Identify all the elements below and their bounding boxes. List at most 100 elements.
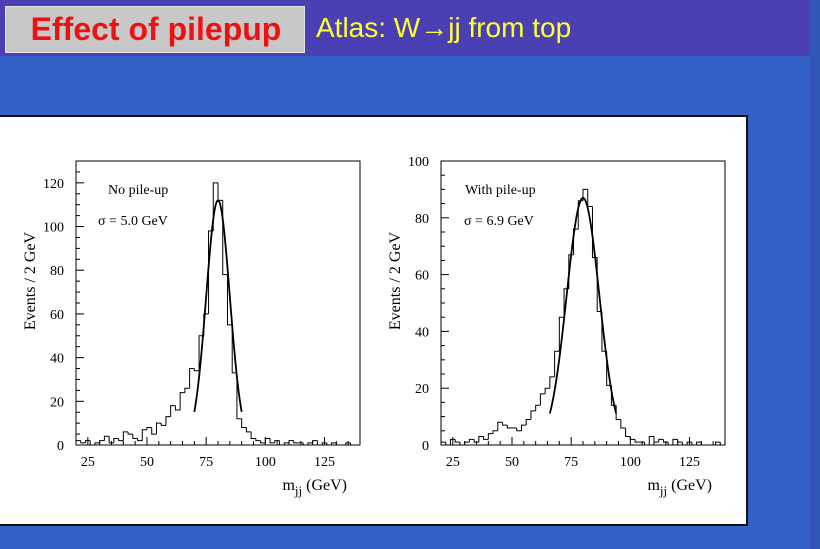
- histogram-bin: [108, 436, 114, 444]
- histogram-bin: [715, 441, 721, 445]
- histogram-bin: [473, 439, 479, 443]
- histogram-bin: [331, 442, 337, 445]
- histogram-bin: [103, 435, 110, 441]
- histogram-bin: [241, 418, 247, 429]
- histogram-bin: [288, 440, 294, 443]
- histogram-bin: [691, 442, 697, 446]
- x-axis-label: mjj (GeV): [282, 477, 347, 498]
- histogram-bin: [274, 440, 280, 443]
- histogram-bin: [307, 442, 313, 445]
- histogram-bin: [658, 438, 664, 443]
- y-tick-label: 60: [415, 269, 429, 284]
- histogram-bin: [516, 427, 522, 432]
- histogram-bin: [151, 427, 157, 435]
- y-tick-label: 60: [50, 308, 64, 323]
- histogram-bin: [255, 438, 261, 442]
- y-tick-label: 100: [43, 221, 64, 236]
- gaussian-fit-curve: [548, 196, 618, 414]
- annotation-label: No pile-up: [108, 183, 168, 198]
- histogram-bin: [615, 405, 621, 420]
- histogram-bin: [141, 429, 147, 441]
- histogram-bin: [217, 182, 223, 201]
- histogram-bin: [502, 422, 508, 426]
- slide-subtitle: Atlas: W→jj from top: [316, 12, 572, 43]
- histogram-bin: [672, 438, 678, 445]
- right-edge-strip: [810, 0, 820, 549]
- histogram-bin: [487, 433, 494, 440]
- histogram-bin: [539, 393, 546, 406]
- histogram-bin: [459, 442, 465, 446]
- x-axis-label: mjj (GeV): [647, 477, 712, 498]
- x-tick-labels: 25 50 75 100 125: [81, 455, 335, 470]
- histogram-bin: [483, 436, 489, 440]
- plot-frame: [440, 160, 726, 446]
- y-tick-label: 0: [57, 439, 64, 454]
- histogram-bin: [283, 442, 289, 445]
- histogram-bin: [193, 368, 200, 372]
- histogram-bin: [634, 439, 640, 443]
- histogram-bin: [464, 441, 470, 445]
- histogram-bin: [321, 442, 327, 445]
- histogram-bin: [700, 442, 707, 446]
- y-tick-label: 80: [415, 212, 429, 227]
- histogram-bin: [686, 441, 692, 445]
- histogram-bin: [449, 438, 456, 445]
- histogram-bin: [544, 387, 550, 394]
- histogram-bins: [75, 182, 360, 446]
- x-tick-labels: 25 50 75 100 125: [446, 455, 700, 470]
- sigma-label: σ = 5.0 GeV: [98, 214, 168, 229]
- x-tick-label: 75: [564, 455, 578, 470]
- histogram-bin: [492, 430, 498, 434]
- histogram-bin: [681, 442, 688, 446]
- histogram-bin: [99, 440, 105, 443]
- x-tick-label: 100: [620, 455, 641, 470]
- histogram-bin: [89, 440, 95, 446]
- histogram-bin: [587, 189, 593, 207]
- gaussian-fit-curve: [193, 199, 243, 413]
- x-tick-label: 125: [679, 455, 700, 470]
- histogram-bin: [345, 442, 351, 445]
- y-axis-ticks: [440, 160, 726, 446]
- slide-title: Effect of pilepup: [30, 11, 282, 47]
- histogram-bin: [84, 440, 91, 443]
- histogram-bin: [236, 372, 242, 420]
- histogram-bin: [170, 405, 176, 417]
- histogram-bin: [558, 316, 565, 352]
- x-tick-label: 25: [446, 455, 460, 470]
- y-axis-label: Events / 2 GeV: [387, 231, 404, 330]
- histogram-bin: [497, 421, 503, 431]
- y-tick-label: 100: [408, 155, 429, 170]
- histogram-bin: [648, 435, 654, 445]
- histogram-bin: [113, 437, 119, 443]
- histogram-bin: [440, 441, 446, 445]
- histogram-bin: [184, 387, 190, 393]
- histogram-bin: [118, 438, 124, 442]
- y-tick-label: 40: [50, 352, 64, 367]
- y-axis-ticks: [75, 160, 361, 446]
- histogram-bin: [573, 228, 579, 255]
- histogram-bin: [662, 439, 669, 443]
- histogram-bin: [316, 440, 323, 446]
- histogram-bin: [279, 440, 285, 446]
- histogram-bin: [122, 431, 129, 441]
- y-tick-labels: 0 20 40 60 80 100: [408, 155, 429, 454]
- histogram-bin: [530, 410, 536, 420]
- histogram-bin: [75, 440, 81, 445]
- y-tick-label: 40: [415, 325, 429, 340]
- histogram-bin: [653, 436, 659, 443]
- histogram-bin: [644, 442, 650, 446]
- histogram-bin: [525, 418, 531, 426]
- histogram-bins: [440, 188, 725, 446]
- histogram-bin: [165, 416, 171, 426]
- histogram-bin: [312, 440, 318, 443]
- x-tick-label: 25: [81, 455, 95, 470]
- histogram-bin: [625, 427, 631, 437]
- histogram-bin: [719, 442, 725, 446]
- histogram-bin: [174, 405, 181, 411]
- x-tick-label: 50: [140, 455, 154, 470]
- histogram-bin: [629, 436, 636, 440]
- histogram-bin: [445, 442, 451, 446]
- histogram-bin: [231, 324, 237, 374]
- histogram-bin: [677, 439, 683, 443]
